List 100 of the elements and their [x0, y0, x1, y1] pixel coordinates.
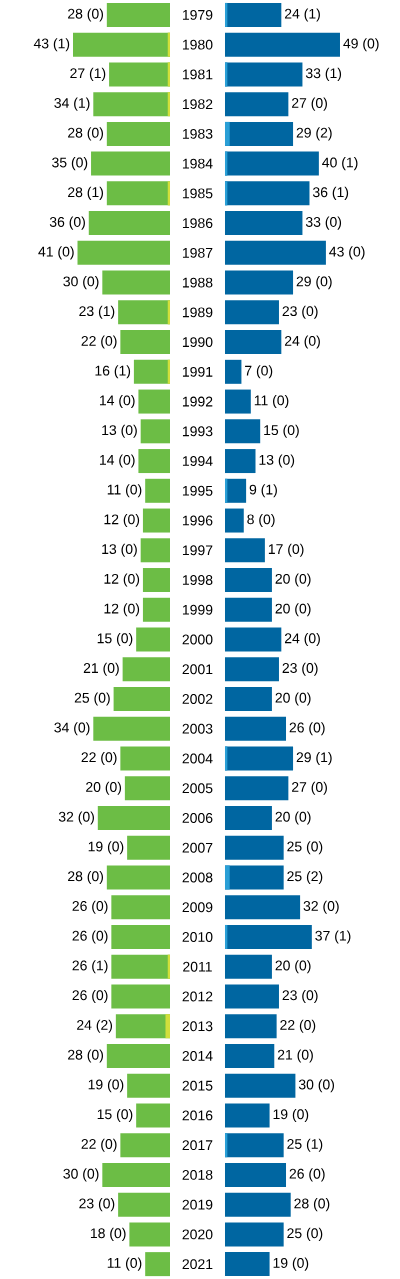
y-tick-label: 1979 — [182, 9, 213, 20]
bar — [118, 300, 170, 325]
y-tick-label: 2015 — [182, 1080, 213, 1091]
y-tick-label: 1993 — [182, 426, 213, 437]
data-label: 37 (1) — [315, 930, 351, 944]
bar — [120, 330, 170, 355]
data-label: 40 (1) — [322, 157, 358, 171]
bar — [224, 805, 272, 830]
data-label: 22 (0) — [280, 1019, 316, 1033]
y-tick-label: 1999 — [182, 604, 213, 615]
data-label: 28 (0) — [68, 127, 103, 141]
bar — [224, 895, 301, 920]
bar — [224, 359, 242, 384]
data-label: 28 (0) — [68, 1049, 103, 1063]
bar — [136, 1103, 170, 1128]
data-label: 20 (0) — [275, 692, 311, 706]
bar — [224, 657, 279, 682]
data-label: 20 (0) — [275, 811, 311, 825]
data-label: 15 (0) — [97, 1108, 133, 1122]
bar — [93, 92, 170, 117]
y-tick-label: 2009 — [182, 902, 213, 913]
data-label: 24 (2) — [77, 1019, 113, 1033]
y-tick-label: 1988 — [182, 277, 213, 288]
bar — [224, 1162, 287, 1187]
bar — [224, 1133, 284, 1158]
bar — [165, 1014, 170, 1039]
bar — [93, 716, 170, 741]
data-label: 32 (0) — [303, 900, 339, 914]
data-label: 28 (1) — [68, 186, 103, 200]
y-tick-label: 2012 — [182, 991, 213, 1002]
bar — [224, 538, 265, 563]
bar — [102, 1162, 170, 1187]
bar — [224, 181, 310, 206]
bar — [127, 835, 170, 860]
y-tick-label: 1989 — [182, 307, 213, 318]
y-tick-label: 2017 — [182, 1140, 213, 1151]
data-label: 21 (0) — [277, 1049, 313, 1063]
bar — [129, 1222, 170, 1247]
data-label: 26 (1) — [72, 960, 108, 974]
bar — [106, 121, 170, 146]
bar — [120, 746, 170, 771]
y-tick-label: 1985 — [182, 188, 213, 199]
bar — [224, 330, 282, 355]
bar — [224, 508, 244, 533]
data-label: 34 (0) — [54, 722, 90, 736]
y-tick-label: 1994 — [182, 456, 213, 467]
y-tick-label: 2013 — [182, 1021, 213, 1032]
bar — [140, 538, 170, 563]
y-tick-label: 1982 — [182, 99, 213, 110]
bar — [224, 1043, 275, 1068]
data-label: 29 (0) — [296, 276, 332, 290]
bar — [224, 954, 272, 979]
bar — [224, 687, 272, 711]
data-label: 41 (0) — [38, 246, 74, 260]
bar — [224, 389, 251, 414]
bar — [224, 62, 303, 87]
bar — [113, 687, 170, 711]
bar — [224, 1252, 270, 1277]
bar — [142, 597, 170, 622]
bar — [224, 300, 279, 325]
bar — [136, 627, 170, 652]
data-label: 23 (0) — [282, 662, 318, 676]
y-tick-label: 2011 — [183, 961, 212, 972]
bar — [138, 449, 170, 474]
data-label: 12 (0) — [104, 603, 140, 617]
y-tick-label: 2007 — [182, 842, 213, 853]
y-tick-label: 2006 — [182, 813, 213, 823]
data-label: 13 (0) — [259, 454, 295, 468]
data-label: 43 (1) — [33, 38, 70, 52]
bar — [224, 984, 279, 1009]
y-tick-label: 2001 — [182, 664, 213, 675]
y-tick-label: 1990 — [182, 337, 213, 348]
y-tick-label: 2019 — [182, 1199, 213, 1210]
data-label: 23 (0) — [282, 305, 318, 319]
data-label: 26 (0) — [289, 722, 325, 736]
y-tick-label: 2014 — [182, 1050, 213, 1061]
bar — [127, 1073, 170, 1098]
data-label: 30 (0) — [298, 1079, 335, 1093]
data-label: 43 (0) — [329, 246, 365, 260]
data-label: 36 (0) — [49, 216, 85, 230]
y-tick-label: 1987 — [182, 247, 213, 258]
y-tick-label: 1997 — [182, 545, 213, 556]
bar — [111, 895, 170, 920]
data-label: 34 (1) — [54, 97, 90, 111]
bar — [224, 1014, 277, 1039]
data-label: 26 (0) — [72, 930, 108, 944]
data-label: 20 (0) — [275, 603, 311, 617]
data-label: 25 (2) — [287, 870, 323, 884]
y-tick-label: 1980 — [182, 39, 213, 50]
data-label: 26 (0) — [289, 1168, 325, 1182]
data-label: 28 (0) — [68, 870, 103, 884]
data-label: 27 (0) — [292, 781, 327, 795]
data-label: 49 (0) — [343, 38, 379, 52]
y-tick-label: 1981 — [182, 69, 213, 80]
bar — [145, 1252, 170, 1277]
bar — [140, 419, 170, 444]
bar — [224, 121, 230, 146]
bar — [224, 746, 294, 771]
bar — [111, 924, 170, 949]
y-tick-label: 1996 — [182, 515, 213, 526]
